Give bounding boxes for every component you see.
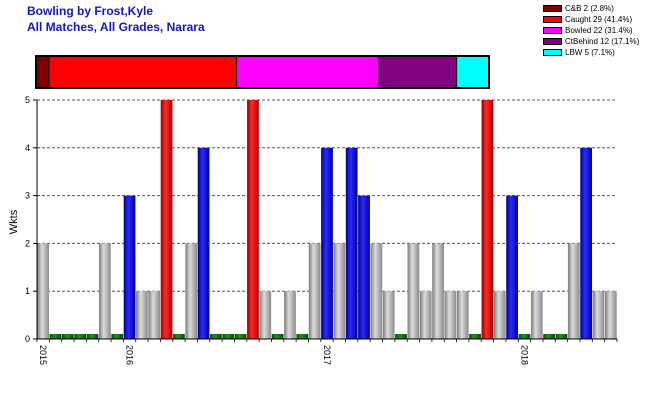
bar (197, 147, 210, 339)
legend-swatch (543, 38, 562, 45)
bar (456, 291, 469, 339)
bar (543, 334, 555, 339)
bar (160, 100, 173, 339)
legend-swatch (543, 16, 562, 23)
bar (308, 243, 321, 339)
legend-label: Caught 29 (41.4%) (565, 15, 633, 24)
x-tick-label: 2016 (124, 345, 134, 365)
y-tick-labels: 0 1 2 3 4 5 (25, 95, 30, 344)
bar (271, 334, 284, 339)
y-axis-label: Wkts (8, 209, 20, 234)
bar (518, 334, 531, 339)
bar (49, 334, 62, 339)
y-tick-label: 1 (25, 286, 30, 296)
legend-label: LBW 5 (7.1%) (565, 48, 615, 57)
bar (148, 291, 161, 339)
bar (506, 195, 518, 339)
legend-swatch (543, 49, 562, 56)
bar (185, 243, 198, 339)
bar (321, 147, 333, 339)
breakdown-segment (236, 55, 380, 89)
bar (419, 291, 432, 339)
y-tick-label: 4 (25, 143, 30, 153)
breakdown-frame (35, 55, 490, 89)
bar (493, 291, 506, 339)
bar (99, 243, 111, 339)
bar (86, 334, 99, 339)
breakdown-segment (35, 55, 50, 89)
bar (407, 243, 420, 339)
y-tick-label: 3 (25, 191, 30, 201)
bar (555, 334, 568, 339)
bar (382, 291, 395, 339)
breakdown-segment (48, 55, 238, 89)
axes (33, 99, 618, 342)
bar (247, 100, 259, 339)
bar (296, 334, 309, 339)
bar (432, 243, 444, 339)
legend-label: Bowled 22 (31.4%) (565, 26, 633, 35)
legend-swatch (543, 5, 562, 12)
bar (395, 334, 407, 339)
bar (234, 334, 247, 339)
bars (37, 100, 617, 339)
x-tick-labels: 2015 2016 2017 2018 (38, 345, 529, 365)
y-tick-label: 2 (25, 238, 30, 248)
chart-title: Bowling by Frost,Kyle (27, 4, 154, 18)
bar (37, 243, 50, 339)
breakdown-segment (456, 55, 490, 89)
breakdown-segment (378, 55, 458, 89)
bar (345, 147, 358, 339)
bar (123, 195, 136, 339)
bar (481, 100, 494, 339)
bar (210, 334, 222, 339)
bar (259, 291, 272, 339)
x-tick-label: 2017 (322, 345, 332, 365)
bar (111, 334, 124, 339)
bar (370, 243, 383, 339)
bar (469, 334, 481, 339)
bar (222, 334, 235, 339)
x-tick-label: 2018 (519, 345, 529, 365)
bar (567, 243, 580, 339)
x-tick-label: 2015 (38, 345, 48, 365)
legend-label: CtBehind 12 (17.1%) (565, 37, 640, 46)
bar (284, 291, 296, 339)
bar (74, 334, 87, 339)
bar (358, 195, 370, 339)
chart-subtitle: All Matches, All Grades, Narara (27, 20, 205, 34)
bar (530, 291, 543, 339)
dismissal-breakdown-bar (35, 55, 490, 89)
bar (444, 291, 457, 339)
y-tick-label: 5 (25, 95, 30, 105)
y-tick-label: 0 (25, 334, 30, 344)
bar (136, 291, 148, 339)
bar (333, 243, 346, 339)
bar (604, 291, 617, 339)
bar (580, 147, 593, 339)
legend-label: C&B 2 (2.8%) (565, 4, 614, 13)
legend-swatch (543, 27, 562, 34)
bar (61, 334, 74, 339)
bar (173, 334, 185, 339)
bar (592, 291, 605, 339)
